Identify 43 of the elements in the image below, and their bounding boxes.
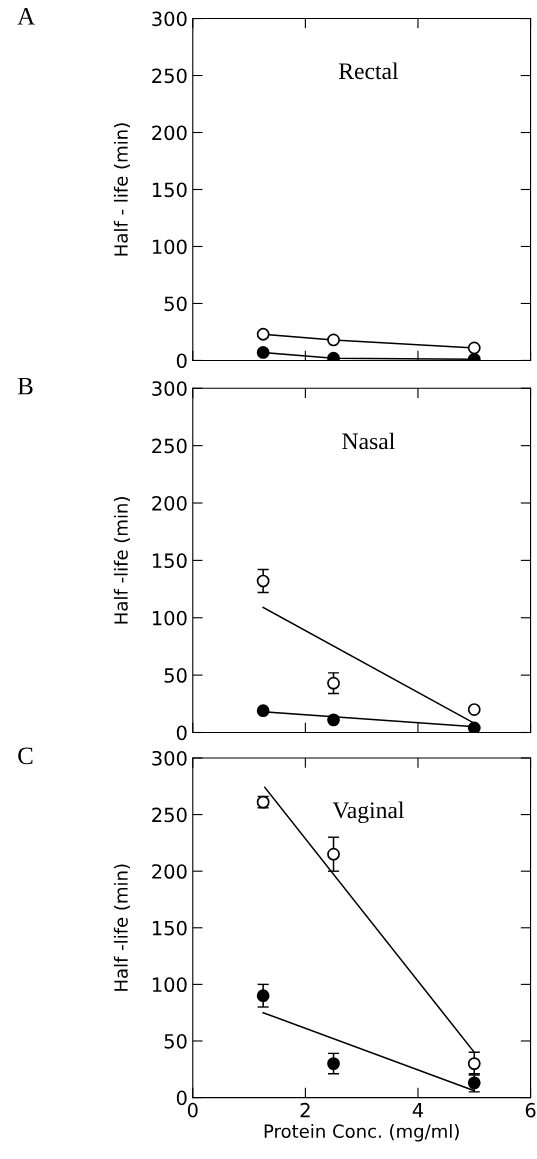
y-tick-label: 50 bbox=[164, 1033, 187, 1049]
point bbox=[467, 721, 481, 733]
y-tick-label: 200 bbox=[152, 125, 187, 141]
x-tick-label: 0 bbox=[187, 1102, 198, 1118]
y-tick-label: 250 bbox=[152, 807, 187, 823]
text: Nasal bbox=[342, 432, 395, 450]
text: Rectal bbox=[338, 62, 399, 80]
text: C bbox=[18, 747, 33, 765]
y-axis-title: Half -life (min) bbox=[113, 497, 130, 624]
y-tick-label: 200 bbox=[152, 864, 187, 879]
text: Vaginal bbox=[332, 801, 405, 824]
x-tick-label: 4 bbox=[412, 1103, 424, 1118]
point bbox=[467, 1057, 481, 1071]
y-axis-title: Half -life (min) bbox=[113, 864, 130, 991]
y-tick-label: 100 bbox=[152, 239, 187, 255]
point bbox=[327, 847, 340, 861]
point bbox=[256, 574, 270, 588]
y-tick-label: 150 bbox=[152, 182, 187, 198]
x-axis-title: Protein Conc. (mg/ml) bbox=[264, 1124, 459, 1142]
y-tick-label: 200 bbox=[152, 495, 187, 511]
x-tick-label: 2 bbox=[300, 1102, 310, 1118]
y-tick-label: 50 bbox=[164, 296, 187, 312]
x-tick-label: 6 bbox=[525, 1102, 536, 1118]
y-tick-label: 100 bbox=[152, 977, 187, 993]
text: B bbox=[17, 377, 33, 395]
y-tick-label: 0 bbox=[176, 353, 187, 369]
y-tick-label: 300 bbox=[152, 750, 187, 766]
y-axis-title: Half - life (min) bbox=[113, 123, 130, 256]
y-tick-label: 50 bbox=[164, 668, 187, 683]
y-tick-label: 100 bbox=[152, 610, 187, 626]
y-tick-label: 250 bbox=[152, 438, 187, 454]
y-tick-label: 300 bbox=[152, 11, 187, 27]
point bbox=[467, 703, 481, 716]
point bbox=[327, 1057, 340, 1071]
y-tick-label: 0 bbox=[176, 725, 187, 741]
y-tick-label: 150 bbox=[152, 920, 187, 936]
point bbox=[256, 989, 270, 1003]
point bbox=[327, 676, 340, 690]
y-tick-label: 300 bbox=[152, 381, 187, 396]
y-tick-label: 250 bbox=[152, 68, 187, 84]
text: A bbox=[17, 8, 36, 25]
y-tick-label: 150 bbox=[152, 553, 187, 569]
y-tick-label: 0 bbox=[176, 1090, 187, 1106]
